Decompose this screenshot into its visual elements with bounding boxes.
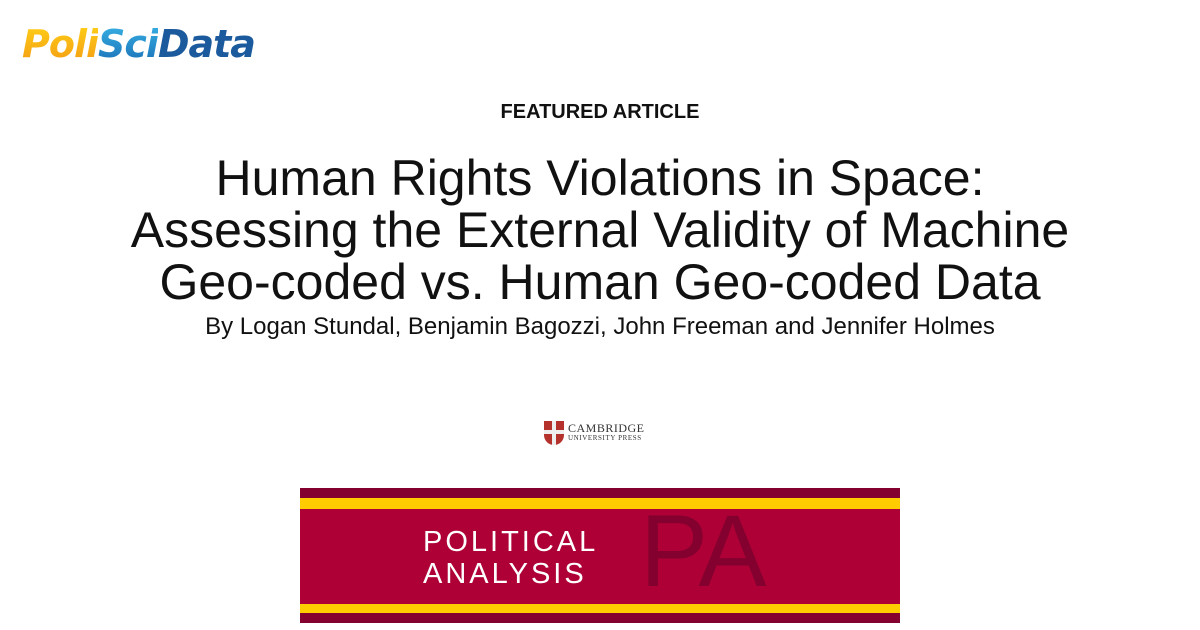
journal-pa-mark: PA [640,494,766,608]
banner-stripe-dark [300,488,900,498]
journal-name: POLITICAL ANALYSIS [423,526,598,590]
featured-article-label: FEATURED ARTICLE [500,101,700,123]
title-line: Geo-coded vs. Human Geo-coded Data [159,254,1041,310]
cambridge-shield-icon [544,421,564,445]
article-title: Human Rights Violations in Space: Assess… [0,152,1200,308]
logo-part-data: Data [157,22,256,66]
article-authors: By Logan Stundal, Benjamin Bagozzi, John… [205,313,995,340]
banner-stripe-yellow [300,498,900,509]
title-line: Assessing the External Validity of Machi… [130,202,1070,258]
banner-stripe-yellow [300,604,900,613]
journal-name-line: ANALYSIS [423,558,587,590]
logo-part-poli: Poli [22,22,99,66]
political-analysis-banner: POLITICAL ANALYSIS PA [300,488,900,623]
banner-stripe-dark [300,613,900,623]
publisher-name: CAMBRIDGE [568,421,645,435]
poliscidata-logo[interactable]: PoliSciData [22,20,256,68]
logo-part-sci: Sci [98,22,159,66]
title-line: Human Rights Violations in Space: [215,150,985,206]
publisher-subname: UNIVERSITY PRESS [568,434,642,442]
journal-name-line: POLITICAL [423,526,599,558]
cambridge-university-press-logo: CAMBRIDGE UNIVERSITY PRESS [544,421,645,445]
